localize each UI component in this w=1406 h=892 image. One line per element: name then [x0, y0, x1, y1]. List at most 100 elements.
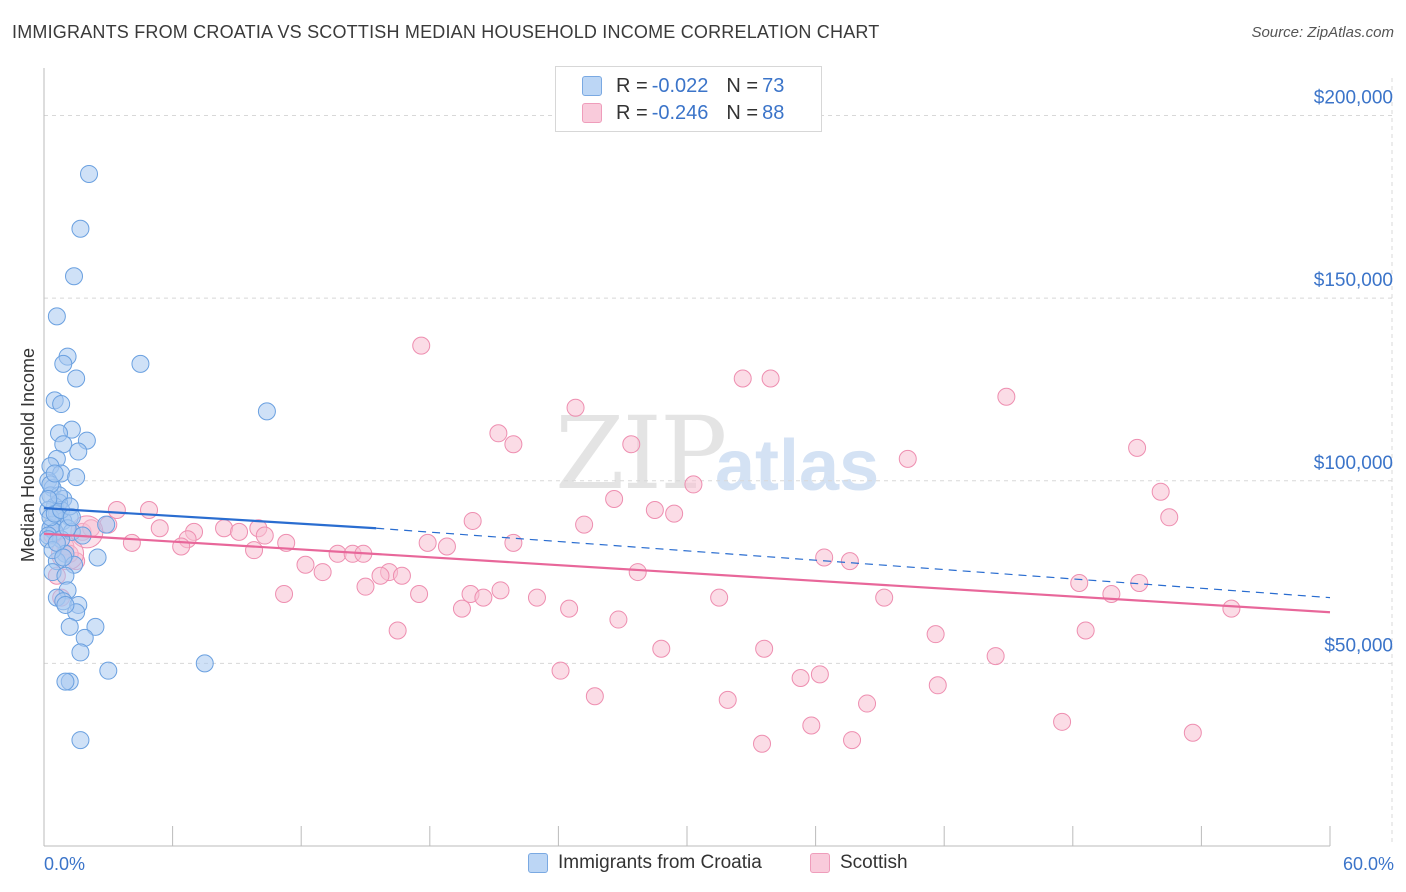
- scottish-point: [986, 647, 1005, 666]
- croatia-point: [54, 354, 73, 373]
- scottish-point: [684, 475, 703, 494]
- scottish-point: [296, 555, 315, 574]
- croatia-point: [195, 654, 214, 673]
- croatia-point: [99, 661, 118, 680]
- scottish-point: [898, 449, 917, 468]
- scottish-point: [1076, 621, 1095, 640]
- scottish-point: [452, 599, 471, 618]
- scottish-point: [277, 533, 296, 552]
- scottish-point: [718, 690, 737, 709]
- legend-n-label: N =: [726, 101, 759, 124]
- x-tick-label: 60.0%: [1343, 854, 1394, 874]
- y-tick-label: $200,000: [1314, 88, 1393, 109]
- scottish-point: [491, 581, 510, 600]
- croatia-point: [52, 395, 71, 414]
- scottish-trend-line: [43, 532, 1331, 614]
- scottish-point: [575, 515, 594, 534]
- croatia-point: [56, 595, 75, 614]
- scottish-point: [172, 537, 191, 556]
- scottish-point: [1070, 574, 1089, 593]
- scottish-point: [1183, 723, 1202, 742]
- watermark-zip: ZIP: [555, 395, 727, 512]
- scottish-point: [437, 537, 456, 556]
- scottish-point: [474, 588, 493, 607]
- croatia-point: [88, 548, 107, 567]
- scottish-point: [551, 661, 570, 680]
- legend-swatch-blue: [528, 853, 548, 873]
- scottish-point: [107, 500, 126, 519]
- croatia-point: [45, 464, 64, 483]
- croatia-point: [69, 442, 88, 461]
- croatia-point: [54, 548, 73, 567]
- bottom-legend-scottish[interactable]: Scottish: [810, 852, 908, 874]
- scottish-point: [504, 435, 523, 454]
- croatia-point: [65, 267, 84, 286]
- legend-swatch-blue: [582, 76, 602, 96]
- scottish-point: [928, 676, 947, 695]
- legend-swatch-pink: [582, 103, 602, 123]
- scottish-point: [1160, 508, 1179, 527]
- scottish-point: [527, 588, 546, 607]
- scottish-point: [755, 639, 774, 658]
- scottish-point: [815, 548, 834, 567]
- scottish-point: [840, 552, 859, 571]
- scottish-point: [504, 533, 523, 552]
- croatia-point: [47, 307, 66, 326]
- legend-n-value: 73: [762, 74, 785, 97]
- croatia-point: [67, 369, 86, 388]
- scottish-point: [410, 584, 429, 603]
- scottish-point: [230, 522, 249, 541]
- legend-n-value: 88: [762, 101, 785, 124]
- legend-r-label: R =: [616, 101, 648, 124]
- scottish-point: [566, 398, 585, 417]
- legend-r-label: R =: [616, 74, 648, 97]
- watermark-atlas: atlas: [715, 426, 880, 506]
- croatia-trend-extension: [376, 527, 1331, 599]
- scottish-point: [843, 731, 862, 750]
- scottish-point: [791, 668, 810, 687]
- scottish-point: [388, 621, 407, 640]
- axes: [43, 68, 1331, 847]
- scottish-point: [560, 599, 579, 618]
- scottish-point: [313, 563, 332, 582]
- scottish-point: [245, 541, 264, 560]
- scottish-point: [1128, 438, 1147, 457]
- scottish-point: [622, 435, 641, 454]
- scottish-point: [609, 610, 628, 629]
- scottish-point: [371, 566, 390, 585]
- trend-lines: [43, 507, 1331, 614]
- croatia-point: [257, 402, 276, 421]
- croatia-point: [56, 672, 75, 691]
- scottish-point: [858, 694, 877, 713]
- croatia-point: [71, 219, 90, 238]
- scottish-point: [1053, 712, 1072, 731]
- bottom-legend-croatia[interactable]: Immigrants from Croatia: [528, 852, 762, 874]
- scottish-point: [665, 504, 684, 523]
- scottish-point: [328, 544, 347, 563]
- croatia-point: [62, 508, 81, 527]
- scottish-point: [926, 625, 945, 644]
- legend-row-scottish: R = -0.246 N = 88: [582, 100, 784, 126]
- scottish-point: [585, 687, 604, 706]
- croatia-point: [97, 515, 116, 534]
- x-tick-labels: 0.0% 60.0%: [44, 854, 1394, 874]
- scottish-point: [275, 584, 294, 603]
- croatia-point: [67, 468, 86, 487]
- scottish-point: [652, 639, 671, 658]
- scottish-point: [761, 369, 780, 388]
- legend-r-value: -0.022: [651, 74, 709, 97]
- croatia-points: [39, 164, 276, 750]
- croatia-point: [60, 617, 79, 636]
- y-axis-title: Median Household Income: [18, 348, 38, 562]
- scottish-point: [628, 563, 647, 582]
- scottish-point: [605, 490, 624, 509]
- scottish-point: [710, 588, 729, 607]
- legend-r-value: -0.246: [651, 101, 709, 124]
- scottish-point: [875, 588, 894, 607]
- croatia-trend-line: [43, 507, 377, 530]
- scottish-point: [356, 577, 375, 596]
- scottish-point: [463, 511, 482, 530]
- scottish-point: [489, 424, 508, 443]
- scottish-point: [215, 519, 234, 538]
